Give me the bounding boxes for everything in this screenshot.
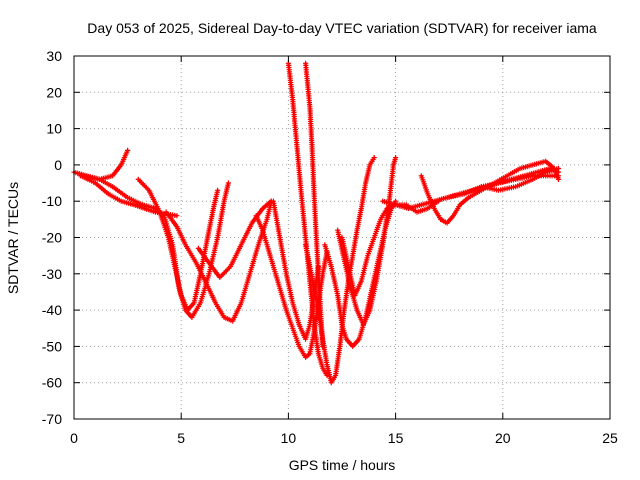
series-markers [418, 158, 562, 226]
y-tick-label: -30 [42, 266, 62, 282]
y-tick-label: 20 [46, 84, 62, 100]
series-7 [253, 213, 330, 360]
series-13 [335, 155, 399, 328]
x-axis-label: GPS time / hours [289, 457, 396, 473]
chart-title: Day 053 of 2025, Sidereal Day-to-day VTE… [87, 20, 597, 36]
series-markers [478, 165, 562, 193]
x-tick-label: 20 [495, 430, 511, 446]
y-tick-label: 0 [54, 157, 62, 173]
x-tick-label: 15 [388, 430, 404, 446]
x-tick-label: 10 [281, 430, 297, 446]
y-tick-label: -20 [42, 230, 62, 246]
y-tick-label: 30 [46, 48, 62, 64]
y-tick-label: -60 [42, 375, 62, 391]
x-tick-label: 5 [177, 430, 185, 446]
series-markers [335, 155, 399, 328]
series-6 [195, 198, 274, 280]
x-tick-label: 0 [70, 430, 78, 446]
series-markers [82, 147, 131, 182]
y-axis-label: SDTVAR / TECUs [5, 182, 21, 294]
series-16 [418, 158, 562, 226]
y-tick-label: 10 [46, 121, 62, 137]
series-10 [303, 60, 326, 349]
series-markers [195, 198, 274, 280]
y-tick-label: -10 [42, 193, 62, 209]
y-tick-label: -50 [42, 338, 62, 354]
series-markers [163, 198, 274, 324]
axis-ticks: 0 5 10 15 20 25 30 20 10 0 -10 -20 -30 -40 -50 -60 -70 [42, 48, 618, 446]
y-tick-label: -40 [42, 302, 62, 318]
series-3 [82, 147, 131, 182]
x-tick-label: 25 [602, 430, 618, 446]
series-5 [163, 198, 274, 324]
series-track [420, 160, 560, 225]
y-tick-label: -70 [42, 411, 62, 427]
series-18 [478, 165, 562, 193]
data-series [71, 60, 562, 386]
